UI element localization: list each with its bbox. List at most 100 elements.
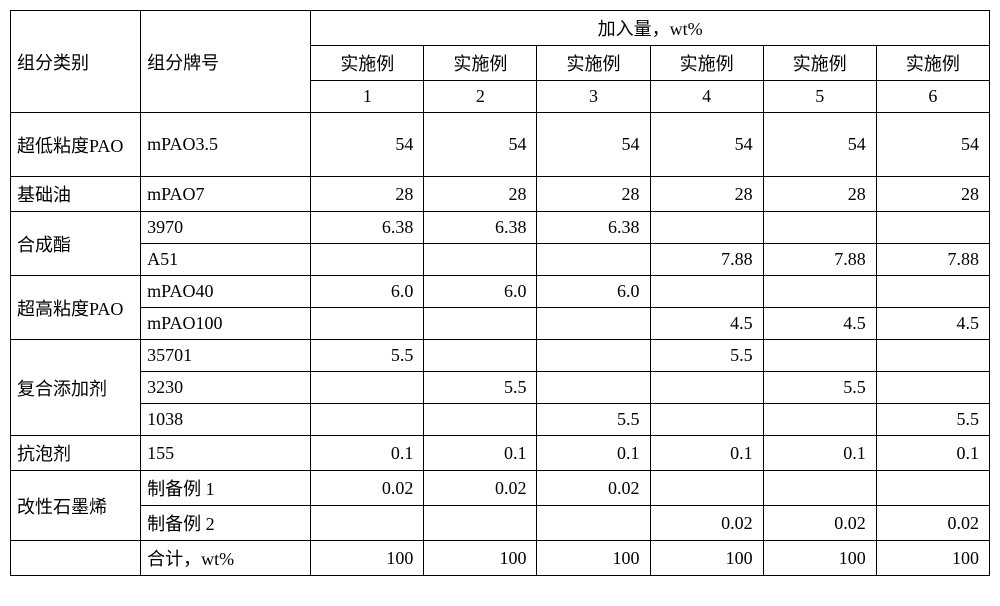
value-cell — [876, 372, 989, 404]
value-cell: 5.5 — [537, 404, 650, 436]
code-cell: A51 — [141, 244, 311, 276]
value-cell: 5.5 — [424, 372, 537, 404]
value-cell: 5.5 — [876, 404, 989, 436]
example-label-1: 实施例 — [311, 46, 424, 81]
composition-table: 组分类别 组分牌号 加入量，wt% 实施例 实施例 实施例 实施例 实施例 实施… — [10, 10, 990, 576]
value-cell: 54 — [311, 113, 424, 177]
value-cell — [650, 372, 763, 404]
header-row-1: 组分类别 组分牌号 加入量，wt% — [11, 11, 990, 46]
value-cell — [650, 276, 763, 308]
value-cell — [763, 404, 876, 436]
value-cell — [876, 276, 989, 308]
value-cell: 5.5 — [763, 372, 876, 404]
value-cell: 5.5 — [311, 340, 424, 372]
value-cell — [537, 244, 650, 276]
value-cell: 0.02 — [537, 471, 650, 506]
value-cell: 7.88 — [763, 244, 876, 276]
category-cell: 合成酯 — [11, 212, 141, 276]
value-cell: 6.0 — [311, 276, 424, 308]
table-row: 超低粘度PAO mPAO3.5 54 54 54 54 54 54 — [11, 113, 990, 177]
value-cell: 0.1 — [650, 436, 763, 471]
value-cell — [424, 340, 537, 372]
value-cell: 0.02 — [311, 471, 424, 506]
code-cell: 制备例 1 — [141, 471, 311, 506]
code-cell: 1038 — [141, 404, 311, 436]
code-cell: mPAO100 — [141, 308, 311, 340]
value-cell — [763, 276, 876, 308]
category-cell: 抗泡剂 — [11, 436, 141, 471]
value-cell: 0.02 — [650, 506, 763, 541]
code-cell: 3230 — [141, 372, 311, 404]
value-cell — [650, 404, 763, 436]
value-cell: 6.38 — [311, 212, 424, 244]
category-cell: 复合添加剂 — [11, 340, 141, 436]
value-cell: 0.1 — [311, 436, 424, 471]
example-num-1: 1 — [311, 81, 424, 113]
value-cell — [424, 404, 537, 436]
value-cell: 100 — [311, 541, 424, 576]
value-cell: 0.1 — [537, 436, 650, 471]
value-cell: 28 — [650, 177, 763, 212]
value-cell — [537, 506, 650, 541]
value-cell — [876, 212, 989, 244]
value-cell: 7.88 — [876, 244, 989, 276]
code-cell: mPAO3.5 — [141, 113, 311, 177]
value-cell: 4.5 — [763, 308, 876, 340]
value-cell: 0.1 — [876, 436, 989, 471]
col-header-category: 组分类别 — [11, 11, 141, 113]
value-cell: 28 — [424, 177, 537, 212]
value-cell: 0.1 — [763, 436, 876, 471]
category-cell: 超高粘度PAO — [11, 276, 141, 340]
example-label-6: 实施例 — [876, 46, 989, 81]
example-num-4: 4 — [650, 81, 763, 113]
table-row: A51 7.88 7.88 7.88 — [11, 244, 990, 276]
value-cell: 0.1 — [424, 436, 537, 471]
value-cell — [650, 212, 763, 244]
value-cell: 54 — [537, 113, 650, 177]
example-label-5: 实施例 — [763, 46, 876, 81]
value-cell — [311, 506, 424, 541]
example-label-2: 实施例 — [424, 46, 537, 81]
table-row-total: 合计，wt% 100 100 100 100 100 100 — [11, 541, 990, 576]
code-cell: mPAO40 — [141, 276, 311, 308]
value-cell — [876, 340, 989, 372]
code-cell: 35701 — [141, 340, 311, 372]
code-cell: mPAO7 — [141, 177, 311, 212]
value-cell — [311, 244, 424, 276]
value-cell: 100 — [537, 541, 650, 576]
value-cell — [424, 308, 537, 340]
value-cell — [311, 372, 424, 404]
table-row: 合成酯 3970 6.38 6.38 6.38 — [11, 212, 990, 244]
code-cell: 155 — [141, 436, 311, 471]
amount-group-header: 加入量，wt% — [311, 11, 990, 46]
table-row: 超高粘度PAO mPAO40 6.0 6.0 6.0 — [11, 276, 990, 308]
table-row: 复合添加剂 35701 5.5 5.5 — [11, 340, 990, 372]
value-cell: 4.5 — [650, 308, 763, 340]
value-cell — [763, 471, 876, 506]
value-cell — [537, 340, 650, 372]
value-cell: 6.0 — [537, 276, 650, 308]
category-cell — [11, 541, 141, 576]
table-row: 抗泡剂 155 0.1 0.1 0.1 0.1 0.1 0.1 — [11, 436, 990, 471]
value-cell — [537, 308, 650, 340]
table-row: 改性石墨烯 制备例 1 0.02 0.02 0.02 — [11, 471, 990, 506]
category-cell: 超低粘度PAO — [11, 113, 141, 177]
category-cell: 改性石墨烯 — [11, 471, 141, 541]
value-cell: 54 — [876, 113, 989, 177]
value-cell: 28 — [311, 177, 424, 212]
value-cell: 4.5 — [876, 308, 989, 340]
value-cell: 54 — [650, 113, 763, 177]
table-row: 基础油 mPAO7 28 28 28 28 28 28 — [11, 177, 990, 212]
value-cell: 0.02 — [763, 506, 876, 541]
value-cell: 0.02 — [424, 471, 537, 506]
table-row: 制备例 2 0.02 0.02 0.02 — [11, 506, 990, 541]
value-cell — [876, 471, 989, 506]
example-num-2: 2 — [424, 81, 537, 113]
value-cell: 54 — [424, 113, 537, 177]
value-cell — [311, 308, 424, 340]
value-cell: 28 — [537, 177, 650, 212]
example-label-3: 实施例 — [537, 46, 650, 81]
value-cell: 5.5 — [650, 340, 763, 372]
example-label-4: 实施例 — [650, 46, 763, 81]
value-cell — [763, 212, 876, 244]
